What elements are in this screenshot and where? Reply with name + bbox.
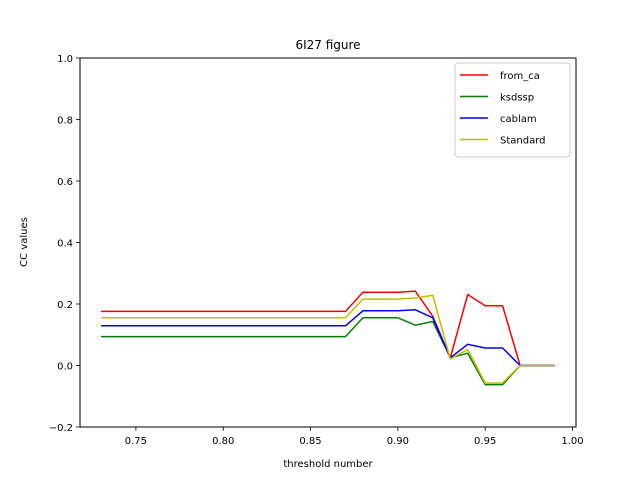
y-tick-label: 0.0 [57, 362, 73, 373]
series-line-from-ca [101, 290, 555, 367]
legend-label: cablam [500, 114, 537, 125]
x-axis-label: threshold number [283, 459, 373, 470]
x-tick-label: 0.85 [299, 436, 321, 447]
x-axis-ticks: 0.75 0.80 0.85 0.90 0.95 1.00 [125, 427, 584, 447]
y-tick-label: 1.0 [57, 54, 73, 65]
series-line-standard [101, 294, 555, 384]
x-tick-label: 0.80 [212, 436, 234, 447]
legend-label: Standard [500, 136, 546, 147]
series-line-cablam [101, 309, 555, 367]
y-tick-label: 0.8 [57, 116, 73, 127]
legend-box [454, 62, 571, 158]
x-tick-label: 1.00 [561, 436, 583, 447]
series-line-ksdssp [101, 317, 555, 386]
x-tick-label: 0.75 [125, 436, 147, 447]
plot-area [101, 290, 555, 386]
x-tick-label: 0.90 [387, 436, 409, 447]
chart-title: 6I27 figure [295, 38, 360, 52]
y-tick-label: 0.6 [57, 177, 73, 188]
y-axis-ticks: −0.2 0.0 0.2 0.4 0.6 0.8 1.0 [49, 54, 80, 434]
y-tick-label: 0.4 [57, 239, 73, 250]
y-tick-label: 0.2 [57, 300, 73, 311]
y-tick-label: −0.2 [49, 423, 73, 434]
y-axis-label: CC values [19, 217, 30, 267]
legend-label: ksdssp [500, 93, 534, 104]
x-tick-label: 0.95 [474, 436, 496, 447]
legend-label: from_ca [500, 71, 540, 82]
